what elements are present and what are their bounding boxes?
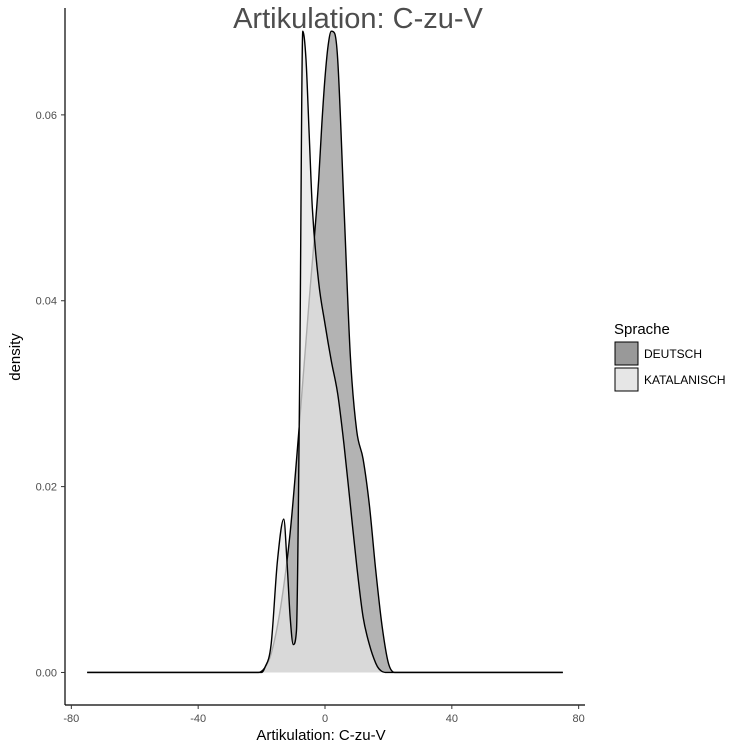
x-axis-ticks: -80 -40 0 40 80 [63, 705, 585, 725]
x-axis-title: Artikulation: C-zu-V [256, 727, 385, 744]
x-tick-label: 40 [446, 713, 458, 725]
x-tick-label: -80 [63, 713, 79, 725]
legend-key-katalanisch [614, 367, 639, 392]
legend-label-deutsch: DEUTSCH [644, 347, 702, 361]
y-tick-label: 0.00 [36, 667, 57, 679]
x-tick-label: -40 [190, 713, 206, 725]
plot-area [87, 30, 563, 674]
y-tick-label: 0.06 [36, 110, 57, 122]
legend-title: Sprache [614, 321, 670, 338]
x-tick-label: 80 [573, 713, 585, 725]
x-tick-label: 0 [322, 713, 328, 725]
y-axis-ticks: 0.00 0.02 0.04 0.06 [36, 110, 65, 679]
legend-label-katalanisch: KATALANISCH [644, 373, 726, 387]
y-tick-label: 0.04 [36, 296, 57, 308]
density-area-katalanisch [87, 31, 563, 673]
chart-title: Artikulation: C-zu-V [233, 3, 483, 35]
y-axis-title: density [7, 333, 24, 381]
density-line-katalanisch [87, 30, 563, 674]
y-tick-label: 0.02 [36, 482, 57, 494]
legend-key-deutsch [614, 341, 639, 366]
legend: Sprache DEUTSCH KATALANISCH [614, 321, 726, 392]
